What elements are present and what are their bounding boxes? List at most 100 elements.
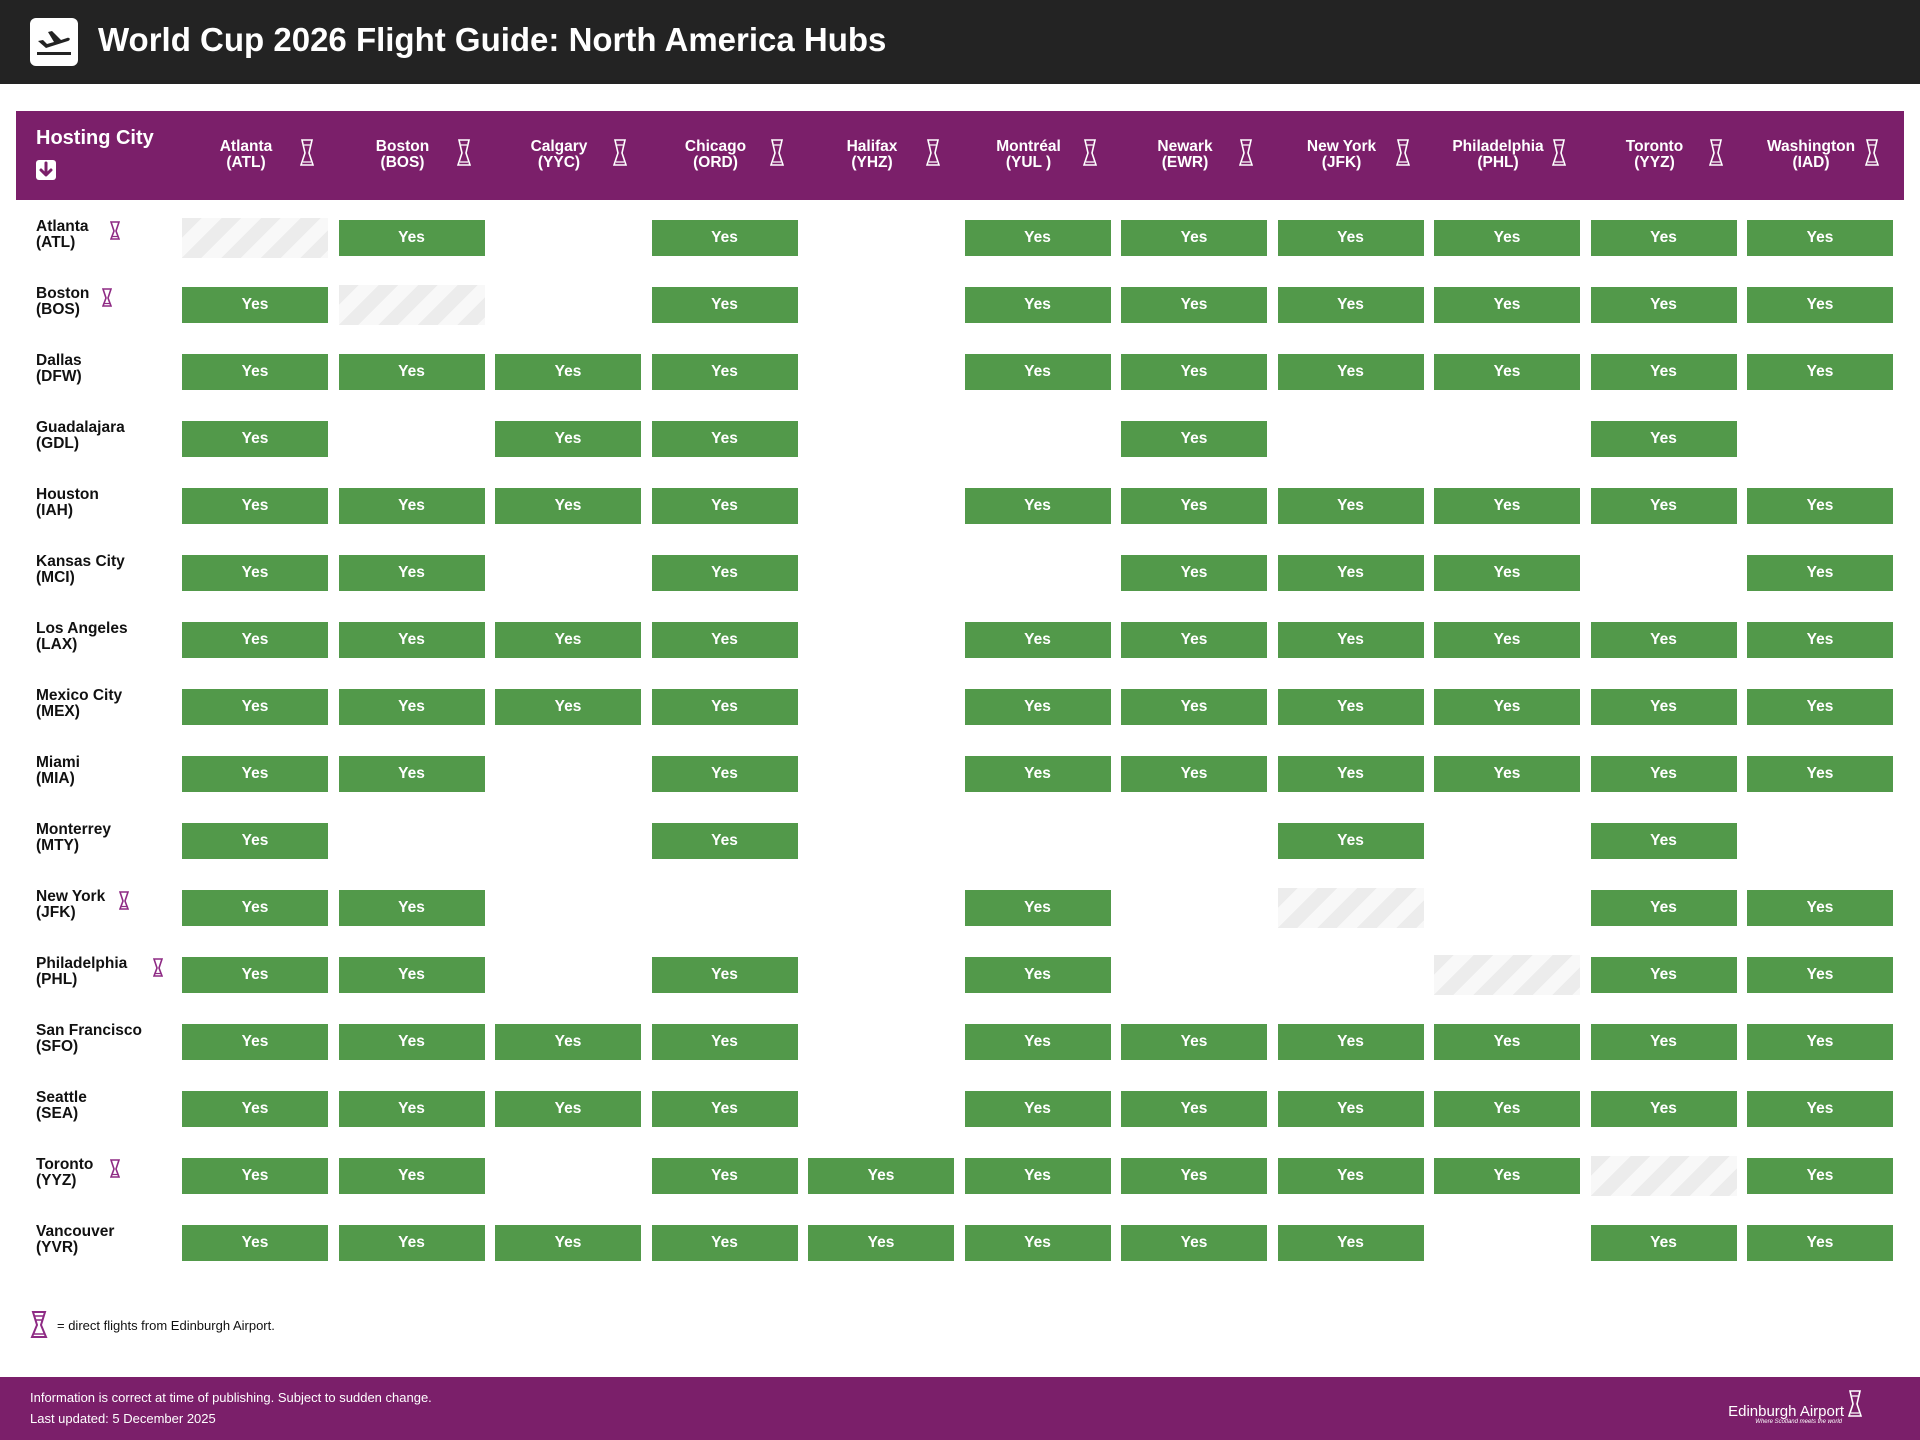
row-header: New York (JFK)	[36, 889, 186, 921]
yes-cell: Yes	[1277, 1024, 1424, 1060]
yes-cell: Yes	[338, 689, 485, 725]
column-header: Calgary (YYC)	[499, 138, 655, 178]
yes-cell: Yes	[1121, 1091, 1267, 1127]
yes-cell: Yes	[182, 689, 328, 725]
yes-cell: Yes	[1121, 555, 1267, 591]
yes-cell: Yes	[1277, 689, 1424, 725]
yes-cell: Yes	[1590, 1091, 1737, 1127]
yes-cell: Yes	[1747, 1158, 1893, 1194]
yes-cell: Yes	[1747, 1091, 1893, 1127]
column-label: Philadelphia (PHL)	[1438, 139, 1558, 171]
row-code: (YYZ)	[36, 1172, 77, 1189]
yes-cell: Yes	[182, 1158, 328, 1194]
row-code: (GDL)	[36, 435, 80, 452]
top-bar: World Cup 2026 Flight Guide: North Ameri…	[0, 0, 1920, 84]
trophy-icon	[1708, 138, 1723, 172]
column-code: (BOS)	[380, 154, 425, 171]
yes-cell: Yes	[182, 823, 328, 859]
yes-cell: Yes	[495, 488, 641, 524]
yes-cell: Yes	[1747, 354, 1893, 390]
yes-cell: Yes	[1434, 756, 1580, 792]
yes-cell: Yes	[1747, 756, 1893, 792]
yes-cell: Yes	[182, 555, 328, 591]
column-label: Washington (IAD)	[1751, 139, 1871, 171]
yes-cell: Yes	[182, 1225, 328, 1261]
column-city: Boston	[375, 138, 430, 155]
yes-cell: Yes	[1590, 287, 1737, 323]
yes-cell: Yes	[495, 1225, 641, 1261]
row-code: (MCI)	[36, 569, 75, 586]
column-city: Philadelphia	[1452, 138, 1544, 155]
yes-cell: Yes	[182, 354, 328, 390]
trophy-icon	[1238, 138, 1254, 172]
row-city: Dallas	[36, 352, 82, 369]
column-city: Washington	[1766, 138, 1856, 155]
yes-cell: Yes	[1434, 689, 1580, 725]
row-header: Vancouver (YVR)	[36, 1224, 186, 1256]
row-header: Mexico City (MEX)	[36, 688, 186, 720]
yes-cell: Yes	[495, 689, 641, 725]
row-code: (PHL)	[36, 971, 78, 988]
arrow-down-icon[interactable]	[36, 160, 56, 180]
row-city: Kansas City	[36, 553, 125, 570]
yes-cell: Yes	[1747, 555, 1893, 591]
row-city: Mexico City	[36, 687, 123, 704]
yes-cell: Yes	[182, 957, 328, 993]
column-code: (ATL)	[226, 154, 266, 171]
yes-cell: Yes	[338, 756, 485, 792]
row-code: (YVR)	[36, 1239, 79, 1256]
yes-cell: Yes	[964, 1024, 1111, 1060]
trophy-icon	[299, 138, 315, 172]
yes-cell: Yes	[1590, 354, 1737, 390]
yes-cell: Yes	[338, 555, 485, 591]
trophy-icon	[456, 138, 471, 172]
edinburgh-airport-logo: Edinburgh Airport Where Scotland meets t…	[1710, 1389, 1890, 1434]
column-code: (ORD)	[693, 154, 738, 171]
column-label: Chicago (ORD)	[656, 139, 776, 171]
yes-cell: Yes	[182, 287, 328, 323]
trophy-icon	[1847, 1389, 1863, 1424]
yes-cell: Yes	[1747, 1024, 1893, 1060]
row-code: (DFW)	[36, 368, 82, 385]
yes-cell: Yes	[1277, 1225, 1424, 1261]
yes-cell: Yes	[338, 354, 485, 390]
yes-cell: Yes	[1434, 1024, 1580, 1060]
yes-cell: Yes	[1121, 689, 1267, 725]
yes-cell: Yes	[964, 1158, 1111, 1194]
yes-cell: Yes	[1434, 555, 1580, 591]
row-city: Los Angeles	[36, 620, 128, 637]
yes-cell: Yes	[182, 1091, 328, 1127]
column-city: New York	[1306, 138, 1377, 155]
yes-cell: Yes	[338, 1091, 485, 1127]
yes-cell: Yes	[182, 622, 328, 658]
yes-cell: Yes	[1434, 220, 1580, 256]
row-code: (BOS)	[36, 301, 80, 318]
trophy-icon	[101, 288, 113, 312]
yes-cell: Yes	[1590, 957, 1737, 993]
row-code: (LAX)	[36, 636, 78, 653]
row-code: (MIA)	[36, 770, 75, 787]
row-city: Guadalajara	[36, 419, 125, 436]
yes-cell: Yes	[1747, 622, 1893, 658]
row-header: Los Angeles (LAX)	[36, 621, 186, 653]
row-code: (MTY)	[36, 837, 80, 854]
column-city: Calgary	[530, 138, 588, 155]
yes-cell: Yes	[182, 421, 328, 457]
row-city: Atlanta	[36, 218, 89, 235]
yes-cell: Yes	[1121, 421, 1267, 457]
last-updated-text: Last updated: 5 December 2025	[30, 1411, 216, 1426]
same-city-cell	[1434, 955, 1580, 995]
trophy-icon	[152, 958, 164, 982]
yes-cell: Yes	[1121, 287, 1267, 323]
yes-cell: Yes	[338, 1024, 485, 1060]
yes-cell: Yes	[1121, 1158, 1267, 1194]
brand-name: Edinburgh Airport	[1728, 1403, 1844, 1420]
row-code: (IAH)	[36, 502, 74, 519]
column-header: Boston (BOS)	[343, 138, 499, 178]
trophy-icon	[1551, 138, 1567, 172]
yes-cell: Yes	[1434, 354, 1580, 390]
yes-cell: Yes	[338, 890, 485, 926]
row-header: Houston (IAH)	[36, 487, 186, 519]
column-label: Atlanta (ATL)	[186, 139, 306, 171]
yes-cell: Yes	[1277, 1158, 1424, 1194]
